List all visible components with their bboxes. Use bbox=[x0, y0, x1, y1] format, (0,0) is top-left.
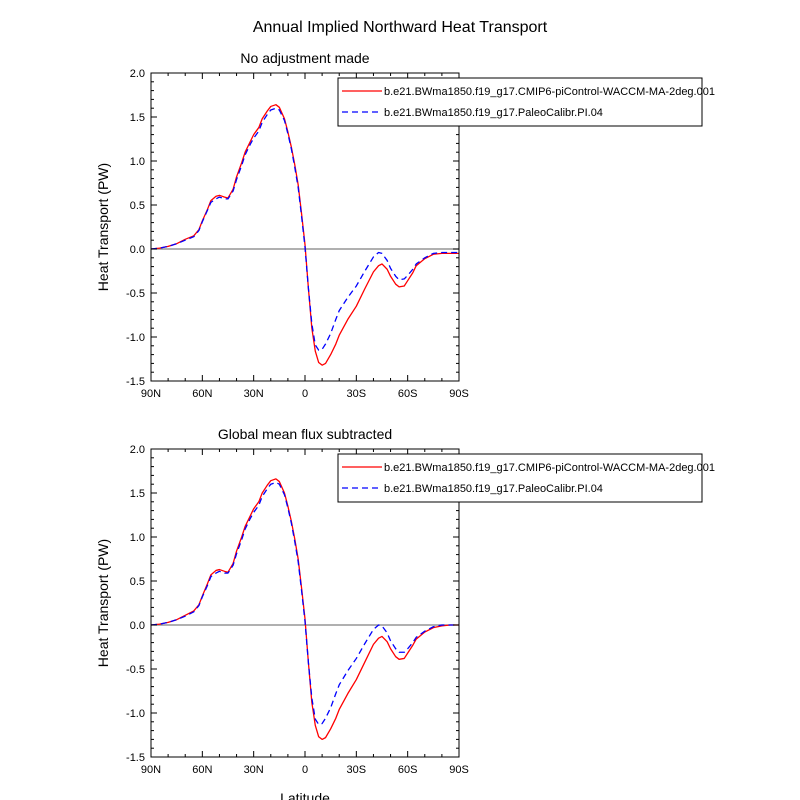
x-tick-label: 0 bbox=[302, 388, 308, 400]
x-tick-label: 60S bbox=[398, 388, 418, 400]
legend-box bbox=[337, 77, 703, 127]
x-axis-label: Latitude bbox=[280, 790, 330, 800]
panel-title: No adjustment made bbox=[240, 50, 369, 66]
x-tick-label: 90S bbox=[449, 388, 469, 400]
x-tick-label: 60N bbox=[192, 764, 212, 776]
y-tick-label: 1.0 bbox=[130, 156, 145, 168]
series-line-ctrl bbox=[150, 104, 459, 366]
x-tick-label: 30S bbox=[347, 388, 367, 400]
y-tick-label: 0.5 bbox=[130, 576, 145, 588]
legend-entry-label: b.e21.BWma1850.f19_g17.CMIP6-piControl-W… bbox=[384, 462, 715, 474]
y-tick-label: 1.5 bbox=[130, 112, 145, 124]
x-tick-label: 60S bbox=[398, 764, 418, 776]
y-tick-label: -1.5 bbox=[126, 752, 145, 764]
panel-global-mean-subtracted: Global mean flux subtracted 90N 60N 30N 0 30S… bbox=[95, 426, 715, 800]
y-tick-label: -1.0 bbox=[126, 332, 145, 344]
y-tick-label: 0.0 bbox=[130, 244, 145, 256]
series-line-paleo bbox=[150, 107, 459, 351]
x-tick-label: 0 bbox=[302, 764, 308, 776]
legend-entry-label: b.e21.BWma1850.f19_g17.PaleoCalibr.PI.04 bbox=[384, 107, 603, 119]
panel-title: Global mean flux subtracted bbox=[218, 426, 392, 442]
y-axis-label: Heat Transport (PW) bbox=[95, 539, 111, 667]
legend-entry-label: b.e21.BWma1850.f19_g17.PaleoCalibr.PI.04 bbox=[384, 483, 603, 495]
x-tick-label: 30N bbox=[244, 388, 264, 400]
panel-no-adjustment: No adjustment made 90N 60N 30N 0 30S 60S 90S -1.… bbox=[95, 50, 715, 400]
series-line-paleo bbox=[150, 481, 459, 726]
y-tick-label: 1.5 bbox=[130, 488, 145, 500]
legend-entry-label: b.e21.BWma1850.f19_g17.CMIP6-piControl-W… bbox=[384, 86, 715, 98]
y-tick-label: -1.0 bbox=[126, 708, 145, 720]
y-tick-label: 0.0 bbox=[130, 620, 145, 632]
series-line-ctrl bbox=[150, 478, 459, 741]
y-tick-label: -1.5 bbox=[126, 376, 145, 388]
x-tick-label: 30S bbox=[347, 764, 367, 776]
x-tick-label: 90N bbox=[141, 388, 161, 400]
x-tick-label: 90N bbox=[141, 764, 161, 776]
legend-box bbox=[337, 453, 703, 503]
y-axis-label: Heat Transport (PW) bbox=[95, 163, 111, 291]
y-tick-label: 2.0 bbox=[130, 444, 145, 456]
y-tick-label: 0.5 bbox=[130, 200, 145, 212]
x-tick-label: 90S bbox=[449, 764, 469, 776]
figure-title: Annual Implied Northward Heat Transport bbox=[253, 19, 548, 36]
y-tick-label: -0.5 bbox=[126, 288, 145, 300]
y-tick-label: 2.0 bbox=[130, 68, 145, 80]
y-tick-label: 1.0 bbox=[130, 532, 145, 544]
x-tick-label: 30N bbox=[244, 764, 264, 776]
y-tick-label: -0.5 bbox=[126, 664, 145, 676]
x-tick-label: 60N bbox=[192, 388, 212, 400]
